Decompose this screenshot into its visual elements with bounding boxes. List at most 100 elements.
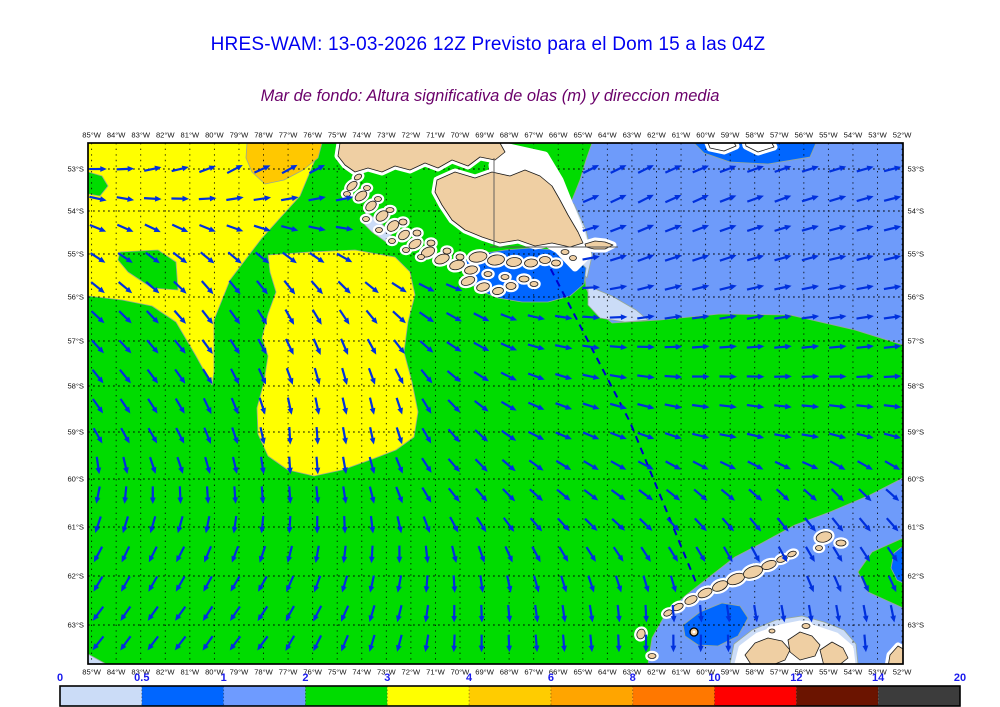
swell-arrow-head (702, 403, 710, 410)
swell-arrow-head (893, 464, 901, 470)
land-archipelago (449, 259, 465, 271)
swell-arrow-head (423, 615, 430, 623)
swell-arrow-head (703, 373, 710, 380)
swell-arrow-head (675, 343, 683, 350)
swell-arrow-head (811, 463, 819, 470)
lat-label-left: 56°S (67, 293, 84, 302)
swell-arrow-head (785, 343, 792, 350)
colorbar-segment (387, 686, 470, 706)
swell-arrow-head (615, 615, 622, 623)
land-archipelago (363, 185, 371, 191)
swell-arrow-head (232, 437, 239, 445)
swell-arrow-head (591, 165, 600, 171)
swell-arrow-head (565, 314, 573, 321)
swell-arrow-head (565, 344, 573, 351)
swell-arrow-head (591, 494, 599, 501)
lon-label-bottom: 82°W (156, 668, 175, 677)
swell-arrow-head (647, 373, 655, 380)
swell-arrow-head (342, 437, 348, 445)
swell-arrow-head (702, 433, 710, 440)
swell-arrow-head (619, 254, 627, 261)
colorbar-label: 10 (708, 672, 720, 684)
swell-arrow-head (645, 524, 653, 531)
swell-arrow-head (233, 347, 240, 355)
swell-arrow-head (371, 317, 378, 325)
swell-arrow-head (369, 496, 376, 504)
swell-arrow-head (478, 645, 485, 653)
swell-arrow-head (729, 254, 737, 260)
land-archipelago (385, 207, 395, 213)
colorbar-segment (796, 686, 879, 706)
swell-arrow-head (94, 496, 101, 504)
lon-label-bottom: 77°W (279, 668, 298, 677)
swell-arrow-head (536, 494, 544, 501)
swell-arrow-head (368, 556, 375, 564)
land-cape-horn-islands (483, 271, 493, 277)
swell-arrow-head (286, 555, 293, 563)
swell-arrow-head (315, 377, 321, 386)
swell-arrow-head (342, 377, 349, 386)
swell-arrow-head (506, 645, 513, 653)
swell-arrow-head (675, 373, 683, 380)
swell-arrow-head (565, 374, 573, 380)
swell-arrow-head (124, 376, 131, 384)
colorbar-label: 20 (954, 672, 966, 684)
swell-arrow-head (396, 644, 402, 652)
swell-arrow-head (233, 377, 240, 385)
swell-arrow-head (701, 165, 709, 171)
lon-label-top: 62°W (647, 131, 666, 140)
lon-label-top: 75°W (328, 131, 347, 140)
swell-arrow-head (204, 526, 210, 534)
swell-arrow-head (812, 314, 820, 320)
swell-arrow-head (588, 645, 595, 653)
swell-arrow-head (590, 524, 598, 531)
lon-label-top: 85°W (82, 131, 101, 140)
swell-arrow-head (122, 497, 129, 504)
land-south-shetland-islands (801, 623, 811, 629)
swell-arrow-head (206, 317, 214, 325)
swell-arrow-head (757, 433, 765, 440)
lon-label-bottom: 60°W (696, 668, 715, 677)
swell-arrow-head (674, 464, 682, 470)
swell-arrow-head (314, 437, 321, 445)
swell-arrow-head (866, 254, 874, 261)
swell-arrow-head (588, 615, 595, 623)
swell-arrow-head (396, 585, 402, 593)
swell-arrow-head (839, 433, 847, 440)
swell-arrow-head (425, 436, 432, 444)
lon-label-top: 73°W (377, 131, 396, 140)
swell-arrow-head (811, 224, 819, 231)
lon-label-top: 67°W (524, 131, 543, 140)
lon-label-bottom: 61°W (672, 668, 691, 677)
swell-arrow-head (454, 375, 461, 383)
swell-arrow-head (838, 464, 846, 470)
swell-arrow-head (95, 467, 102, 475)
swell-arrow-head (153, 226, 161, 233)
land-archipelago (398, 218, 408, 226)
lon-label-top: 70°W (451, 131, 470, 140)
swell-arrow-head (203, 584, 210, 592)
route-dashed-line (544, 257, 698, 586)
land-archipelago (375, 227, 383, 233)
lat-label-left: 60°S (67, 475, 84, 484)
land-archipelago (362, 216, 370, 222)
swell-arrow-head (864, 554, 871, 562)
colorbar-label: 6 (548, 672, 554, 684)
land-south-shetland-islands (761, 560, 777, 570)
lon-label-bottom: 58°W (745, 668, 764, 677)
swell-arrow-head (894, 284, 902, 291)
lon-label-top: 63°W (623, 131, 642, 140)
swell-arrow-head (154, 165, 162, 172)
swell-arrow-head (230, 614, 237, 622)
swell-arrow-head (453, 435, 460, 443)
swell-arrow-head (343, 317, 350, 325)
swell-arrow-head (564, 464, 572, 471)
swell-arrow-head (152, 316, 159, 324)
swell-arrow-head (757, 343, 765, 350)
colorbar-segment (714, 686, 797, 706)
swell-arrow-head (121, 584, 127, 592)
lat-label-right: 54°S (908, 207, 925, 216)
colorbar-label: 0 (57, 672, 63, 684)
swell-arrow-head (561, 645, 567, 653)
swell-arrow-head (207, 257, 215, 264)
